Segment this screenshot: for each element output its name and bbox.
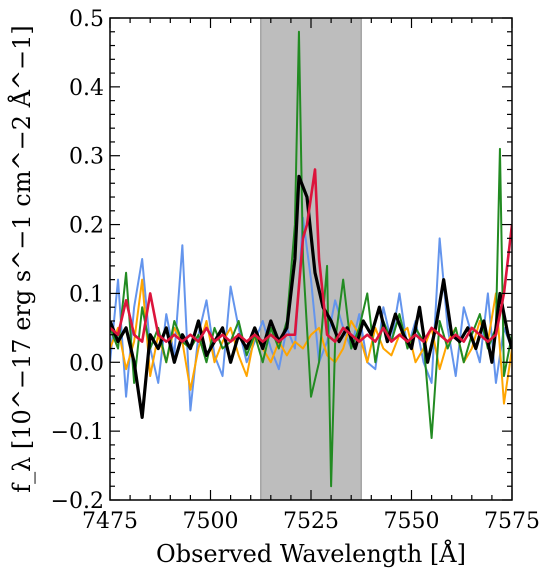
x-tick-label: 7550	[384, 509, 440, 534]
y-tick-label: 0.4	[69, 76, 104, 101]
y-tick-label: 0.1	[69, 282, 104, 307]
x-tick-label: 7500	[183, 509, 239, 534]
series-line-3	[110, 174, 512, 419]
y-tick-label: 0.3	[69, 145, 104, 170]
series-line-4	[110, 168, 512, 343]
shaded-wavelength-region	[260, 17, 362, 501]
y-tick-label: 0.5	[69, 7, 104, 32]
y-axis-label: f_λ [10^−17 erg s^−1 cm^−2 Å^−1]	[7, 25, 36, 493]
x-tick-label: 7525	[283, 509, 339, 534]
axis-tick-labels: 7475 7500 7525 7550 7575 −0.2 −0.1 0.0 0.1 0.2 0.3…	[51, 7, 540, 534]
series-group	[110, 30, 512, 488]
x-axis-label: Observed Wavelength [Å]	[156, 539, 466, 568]
series-line-1	[110, 278, 512, 405]
x-tick-label: 7475	[82, 509, 138, 534]
x-tick-label: 7575	[484, 509, 540, 534]
y-tick-label: −0.2	[51, 489, 104, 514]
axis-ticks	[109, 17, 513, 501]
y-tick-label: 0.0	[69, 351, 104, 376]
y-tick-label: 0.2	[69, 214, 104, 239]
y-tick-label: −0.1	[51, 420, 104, 445]
